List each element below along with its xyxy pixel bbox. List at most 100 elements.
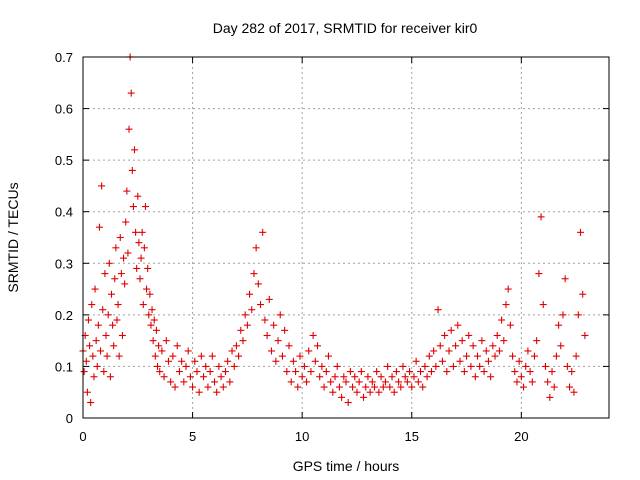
data-point [335, 383, 343, 391]
data-point [160, 373, 168, 381]
data-point [419, 383, 427, 391]
data-point [320, 383, 328, 391]
data-point [213, 388, 221, 396]
data-point [98, 182, 106, 190]
data-point [87, 399, 95, 407]
data-point [307, 368, 315, 376]
data-point [381, 378, 389, 386]
data-point [443, 368, 451, 376]
data-point [423, 373, 431, 381]
data-point [390, 388, 398, 396]
data-point [524, 347, 532, 355]
chart-title: Day 282 of 2017, SRMTID for receiver kir… [213, 20, 478, 36]
data-point [520, 383, 528, 391]
data-point [517, 373, 525, 381]
data-point [579, 290, 587, 298]
data-point [120, 254, 128, 262]
data-point [175, 368, 183, 376]
data-point [90, 373, 98, 381]
data-point [364, 373, 372, 381]
data-point [314, 342, 322, 350]
data-point [351, 373, 359, 381]
x-axis-label: GPS time / hours [293, 458, 400, 474]
x-tick-label: 0 [79, 429, 86, 444]
data-point [458, 337, 466, 345]
data-point [471, 373, 479, 381]
data-point [105, 259, 113, 267]
data-point [208, 352, 216, 360]
data-point [384, 362, 392, 370]
data-point [322, 368, 330, 376]
data-point [552, 352, 560, 360]
data-point [509, 352, 517, 360]
data-point [500, 337, 508, 345]
data-point [502, 301, 510, 309]
data-point [93, 362, 101, 370]
data-point [124, 249, 132, 257]
x-tick-label: 15 [405, 429, 419, 444]
data-point [541, 362, 549, 370]
data-point [111, 275, 119, 283]
y-tick-label: 0.6 [55, 102, 73, 117]
data-point [235, 352, 243, 360]
data-point [97, 347, 105, 355]
data-point [432, 362, 440, 370]
data-point [550, 383, 558, 391]
data-point [80, 368, 88, 376]
data-point [92, 337, 100, 345]
data-point [171, 383, 179, 391]
data-point [338, 393, 346, 401]
data-point [555, 321, 563, 329]
data-point [487, 373, 495, 381]
data-point [430, 347, 438, 355]
data-point [403, 378, 411, 386]
y-tick-label: 0.1 [55, 359, 73, 374]
data-point [226, 378, 234, 386]
data-point [482, 347, 490, 355]
data-point [539, 301, 547, 309]
y-tick-label: 0.5 [55, 153, 73, 168]
data-point [113, 316, 121, 324]
data-point [425, 352, 433, 360]
data-point [141, 203, 149, 211]
data-point [349, 383, 357, 391]
data-point [259, 228, 267, 236]
x-tick-label: 10 [295, 429, 309, 444]
data-point [311, 357, 319, 365]
data-point [535, 270, 543, 278]
data-point [438, 357, 446, 365]
data-point [557, 342, 565, 350]
data-point [436, 342, 444, 350]
data-point [265, 295, 273, 303]
data-point [180, 378, 188, 386]
data-point [506, 321, 514, 329]
grid-lines [83, 57, 609, 418]
data-point [294, 383, 302, 391]
data-point [412, 357, 420, 365]
data-point [134, 192, 142, 200]
y-tick-label: 0.7 [55, 50, 73, 65]
data-point [296, 352, 304, 360]
data-point [511, 368, 519, 376]
data-point [107, 290, 115, 298]
plot-frame [82, 56, 610, 419]
data-point [548, 368, 556, 376]
data-point [91, 285, 99, 293]
data-point [132, 228, 140, 236]
data-point [123, 187, 131, 195]
data-point [276, 311, 284, 319]
data-point [148, 306, 156, 314]
data-point [154, 362, 162, 370]
data-point [449, 362, 457, 370]
data-point [129, 203, 137, 211]
data-points [79, 53, 589, 407]
data-point [533, 337, 541, 345]
data-point [228, 347, 236, 355]
data-point [561, 275, 569, 283]
data-point [125, 125, 133, 133]
data-point [357, 368, 365, 376]
data-point [395, 378, 403, 386]
data-point [204, 383, 212, 391]
data-point [135, 239, 143, 247]
data-point [489, 342, 497, 350]
